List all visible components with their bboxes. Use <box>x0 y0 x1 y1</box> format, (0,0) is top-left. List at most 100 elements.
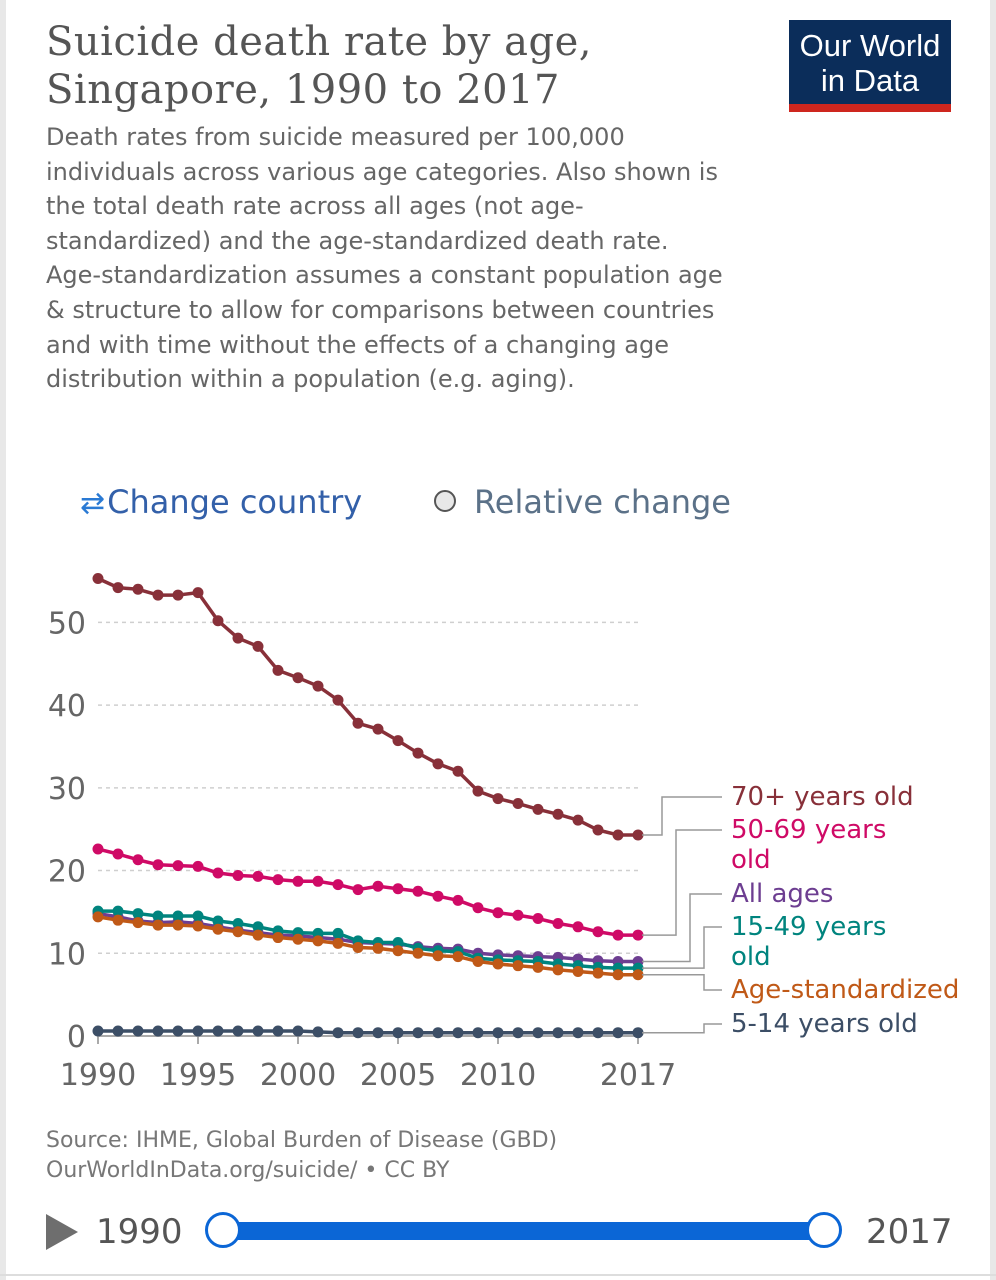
data-point[interactable] <box>372 942 384 954</box>
timeline-start-handle[interactable] <box>205 1212 241 1248</box>
data-point[interactable] <box>352 941 364 953</box>
data-point[interactable] <box>332 927 344 939</box>
data-point[interactable] <box>92 1025 104 1037</box>
data-point[interactable] <box>572 921 584 933</box>
data-point[interactable] <box>432 758 444 770</box>
data-point[interactable] <box>112 848 124 860</box>
data-point[interactable] <box>612 829 624 841</box>
data-point[interactable] <box>572 965 584 977</box>
data-point[interactable] <box>152 910 164 922</box>
data-point[interactable] <box>312 875 324 887</box>
data-point[interactable] <box>632 969 644 981</box>
data-point[interactable] <box>192 1025 204 1037</box>
data-point[interactable] <box>612 1027 624 1039</box>
data-point[interactable] <box>132 908 144 920</box>
data-point[interactable] <box>132 854 144 866</box>
data-point[interactable] <box>332 879 344 891</box>
data-point[interactable] <box>92 843 104 855</box>
timeline-track[interactable] <box>222 1222 824 1240</box>
series-label[interactable]: Age-standardized <box>731 975 959 1005</box>
data-point[interactable] <box>632 929 644 941</box>
data-point[interactable] <box>152 859 164 871</box>
series-line-3[interactable] <box>98 909 638 970</box>
data-point[interactable] <box>272 932 284 944</box>
data-point[interactable] <box>112 905 124 917</box>
data-point[interactable] <box>512 960 524 972</box>
data-point[interactable] <box>412 747 424 759</box>
data-point[interactable] <box>412 947 424 959</box>
series-label[interactable]: 50-69 years <box>731 815 886 845</box>
data-point[interactable] <box>252 1025 264 1037</box>
series-label[interactable]: old <box>731 845 771 875</box>
data-point[interactable] <box>432 890 444 902</box>
radio-circle-icon[interactable] <box>434 490 456 512</box>
series-label[interactable]: 15-49 years <box>731 912 886 942</box>
data-point[interactable] <box>492 958 504 970</box>
data-point[interactable] <box>212 1025 224 1037</box>
data-point[interactable] <box>472 785 484 797</box>
data-point[interactable] <box>312 1026 324 1038</box>
data-point[interactable] <box>172 919 184 931</box>
data-point[interactable] <box>252 921 264 933</box>
data-point[interactable] <box>392 937 404 949</box>
change-country-button[interactable]: ⇄Change country <box>80 480 362 526</box>
data-point[interactable] <box>152 919 164 931</box>
data-point[interactable] <box>452 765 464 777</box>
data-point[interactable] <box>392 945 404 957</box>
data-point[interactable] <box>292 1025 304 1037</box>
series-line-0[interactable] <box>97 576 638 837</box>
data-point[interactable] <box>472 956 484 968</box>
data-point[interactable] <box>372 1027 384 1039</box>
data-point[interactable] <box>452 894 464 906</box>
series-line-5[interactable] <box>98 1029 638 1035</box>
data-point[interactable] <box>472 1027 484 1039</box>
data-point[interactable] <box>312 935 324 947</box>
data-point[interactable] <box>152 589 164 601</box>
data-point[interactable] <box>172 1025 184 1037</box>
data-point[interactable] <box>532 913 544 925</box>
data-point[interactable] <box>352 717 364 729</box>
data-point[interactable] <box>192 587 204 599</box>
data-point[interactable] <box>332 937 344 949</box>
data-point[interactable] <box>172 589 184 601</box>
data-point[interactable] <box>372 723 384 735</box>
data-point[interactable] <box>512 798 524 810</box>
data-point[interactable] <box>592 824 604 836</box>
data-point[interactable] <box>592 1027 604 1039</box>
data-point[interactable] <box>192 920 204 932</box>
data-point[interactable] <box>132 917 144 929</box>
play-icon[interactable] <box>46 1214 78 1250</box>
data-point[interactable] <box>232 917 244 929</box>
data-point[interactable] <box>412 1027 424 1039</box>
series-label[interactable]: 5-14 years old <box>731 1009 918 1039</box>
data-point[interactable] <box>352 884 364 896</box>
data-point[interactable] <box>212 867 224 879</box>
data-point[interactable] <box>152 1025 164 1037</box>
data-point[interactable] <box>412 885 424 897</box>
data-point[interactable] <box>552 808 564 820</box>
data-point[interactable] <box>112 582 124 594</box>
data-point[interactable] <box>372 880 384 892</box>
data-point[interactable] <box>572 814 584 826</box>
data-point[interactable] <box>212 615 224 627</box>
owid-logo[interactable]: Our World in Data <box>789 20 951 112</box>
series-line-1[interactable] <box>97 847 638 937</box>
timeline-end-handle[interactable] <box>806 1212 842 1248</box>
data-point[interactable] <box>272 874 284 886</box>
data-point[interactable] <box>632 829 644 841</box>
data-point[interactable] <box>232 926 244 938</box>
data-point[interactable] <box>432 1027 444 1039</box>
data-point[interactable] <box>592 926 604 938</box>
data-point[interactable] <box>232 632 244 644</box>
data-point[interactable] <box>492 907 504 919</box>
data-point[interactable] <box>352 1027 364 1039</box>
data-point[interactable] <box>172 910 184 922</box>
data-point[interactable] <box>312 680 324 692</box>
data-point[interactable] <box>132 1025 144 1037</box>
data-point[interactable] <box>332 1027 344 1039</box>
data-point[interactable] <box>292 672 304 684</box>
data-point[interactable] <box>252 640 264 652</box>
data-point[interactable] <box>512 909 524 921</box>
data-point[interactable] <box>552 917 564 929</box>
data-point[interactable] <box>172 860 184 872</box>
